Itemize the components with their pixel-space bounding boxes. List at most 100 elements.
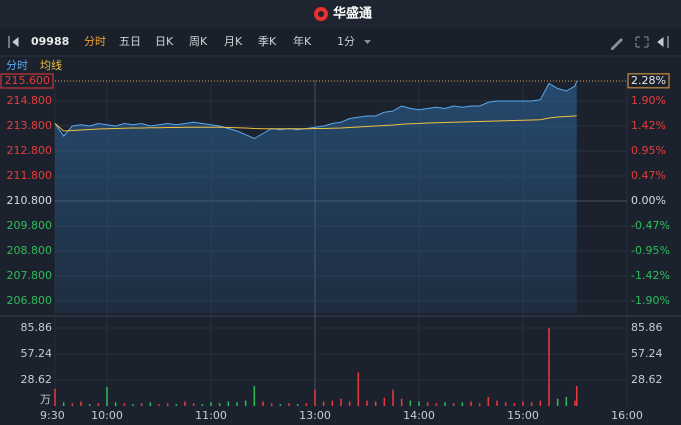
x-tick-label: 15:00 bbox=[507, 409, 539, 422]
x-tick-label: 9:30 bbox=[40, 409, 65, 422]
volume-bar bbox=[62, 402, 65, 406]
x-tick-label: 11:00 bbox=[195, 409, 227, 422]
expand-icon[interactable] bbox=[635, 36, 649, 48]
collapse-icon[interactable] bbox=[8, 36, 19, 48]
volume-bar bbox=[54, 388, 56, 406]
volume-bar bbox=[574, 400, 576, 406]
volume-bar bbox=[279, 404, 282, 406]
volume-bar bbox=[210, 402, 212, 406]
volume-bar bbox=[418, 401, 420, 406]
volume-bar bbox=[513, 403, 516, 406]
volume-bar bbox=[400, 398, 403, 406]
volume-bar bbox=[314, 389, 316, 406]
average-line bbox=[54, 115, 577, 132]
volume-bar bbox=[444, 402, 446, 406]
volume-bar bbox=[435, 403, 438, 406]
tab[interactable]: 分时 bbox=[84, 35, 106, 48]
last-price-label: 215.600 bbox=[5, 74, 51, 87]
tab[interactable]: 周K bbox=[189, 35, 208, 48]
volume-bar bbox=[452, 403, 455, 406]
tab[interactable]: 月K bbox=[224, 35, 243, 48]
price-area bbox=[55, 81, 577, 313]
toolbar bbox=[0, 28, 681, 56]
volume-bar bbox=[253, 386, 256, 406]
volume-bar bbox=[487, 396, 490, 406]
volume-bar bbox=[296, 404, 299, 406]
volume-bar bbox=[522, 401, 524, 406]
volume-bar bbox=[331, 400, 334, 406]
logo-hole bbox=[318, 11, 324, 17]
volume-bar bbox=[340, 398, 342, 406]
volume-bar bbox=[470, 401, 472, 406]
volume-bar bbox=[149, 402, 152, 406]
volume-bar bbox=[201, 404, 204, 406]
volume-bar bbox=[374, 401, 377, 406]
x-tick-label: 13:00 bbox=[299, 409, 331, 422]
volume-bar bbox=[175, 404, 178, 406]
header-title: 华盛通 bbox=[333, 6, 372, 22]
volume-bar bbox=[106, 386, 108, 406]
volume-bar bbox=[192, 403, 195, 406]
volume-bar bbox=[71, 403, 74, 406]
volume-bar bbox=[478, 403, 481, 406]
volume-bar bbox=[236, 402, 238, 406]
volume-bar bbox=[366, 400, 368, 406]
side-icon[interactable] bbox=[657, 36, 669, 48]
tab[interactable]: 日K bbox=[155, 35, 174, 48]
volume-bar bbox=[158, 404, 160, 406]
volume-bar bbox=[270, 403, 273, 406]
y-tick-label: 206.800 bbox=[7, 294, 53, 307]
tab[interactable]: 年K bbox=[293, 34, 312, 48]
last-change-box bbox=[627, 73, 670, 89]
interval-select[interactable]: 1分 bbox=[337, 35, 355, 48]
volume-bar bbox=[357, 372, 360, 406]
draw-icon[interactable] bbox=[611, 38, 623, 50]
volume-bar bbox=[288, 403, 290, 406]
volume-bar bbox=[383, 397, 386, 406]
volume-bar bbox=[123, 403, 126, 406]
dropdown-arrow[interactable] bbox=[364, 40, 371, 44]
y2-tick-label: -1.42% bbox=[631, 269, 670, 282]
volume-bar bbox=[565, 396, 568, 406]
legend-entry: 均线 bbox=[40, 58, 62, 72]
y-tick-label: 213.800 bbox=[7, 119, 53, 132]
y-tick-label: 207.800 bbox=[7, 269, 53, 282]
volume-tick-label-right: 85.86 bbox=[631, 321, 663, 334]
volume-bar bbox=[262, 401, 264, 406]
y2-tick-label: 0.00% bbox=[631, 194, 666, 207]
y2-tick-label: -0.95% bbox=[631, 244, 670, 257]
volume-tick-label: 57.24 bbox=[21, 347, 53, 360]
last-change-label: 2.28% bbox=[631, 74, 666, 87]
volume-bar bbox=[539, 400, 542, 406]
volume-tick-label: 28.62 bbox=[21, 373, 53, 386]
y2-tick-label: -0.47% bbox=[631, 219, 670, 232]
volume-bar bbox=[548, 328, 550, 406]
x-tick-label: 10:00 bbox=[91, 409, 123, 422]
volume-bar bbox=[392, 389, 394, 406]
volume-bar bbox=[218, 403, 221, 406]
volume-bar bbox=[184, 401, 186, 406]
y2-tick-label: 1.90% bbox=[631, 94, 666, 107]
volume-bar bbox=[227, 401, 230, 406]
volume-bar bbox=[305, 403, 308, 406]
volume-bar bbox=[140, 403, 143, 406]
y-tick-label: 210.800 bbox=[7, 194, 53, 207]
y2-tick-label: 0.47% bbox=[631, 169, 666, 182]
stock-code: 09988 bbox=[31, 35, 69, 48]
volume-bar bbox=[461, 402, 464, 406]
tab[interactable]: 季K bbox=[258, 35, 277, 48]
volume-bar bbox=[97, 403, 100, 406]
price-line bbox=[54, 80, 578, 140]
y2-tick-label: 1.42% bbox=[631, 119, 666, 132]
tab[interactable]: 五日 bbox=[119, 35, 141, 48]
volume-bar bbox=[426, 402, 429, 406]
volume-bar bbox=[88, 404, 91, 406]
volume-bar bbox=[80, 401, 82, 406]
y-tick-label: 212.800 bbox=[7, 144, 53, 157]
legend-entry: 分时 bbox=[6, 59, 28, 72]
last-price-box bbox=[0, 73, 54, 89]
volume-bar bbox=[556, 398, 559, 406]
y-tick-label: 211.800 bbox=[7, 169, 53, 182]
volume-tick-label: 85.86 bbox=[21, 321, 53, 334]
